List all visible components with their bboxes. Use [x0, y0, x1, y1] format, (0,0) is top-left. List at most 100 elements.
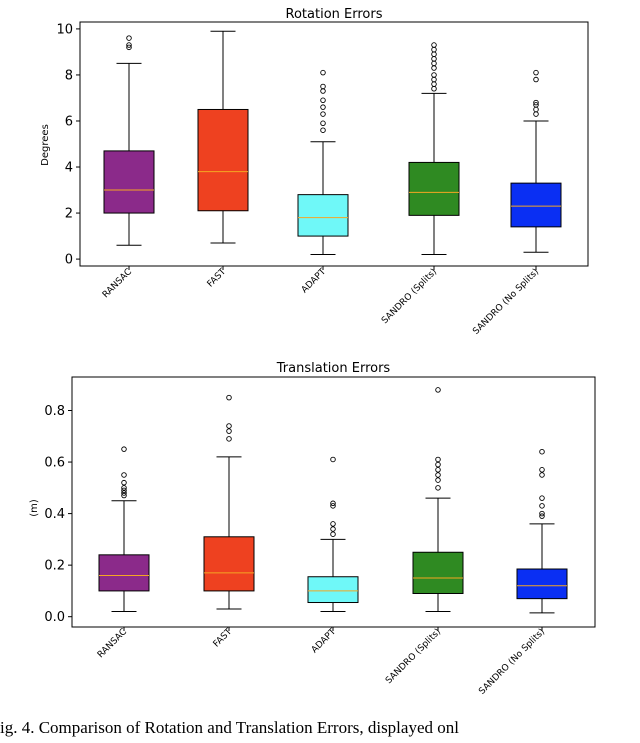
y-tick-label: 0.0	[44, 610, 65, 625]
chart-title: Translation Errors	[276, 361, 391, 376]
iqr-box	[98, 554, 150, 592]
iqr-box	[103, 150, 155, 214]
outlier-point	[435, 461, 441, 468]
iqr-box	[412, 551, 464, 594]
y-axis-label: Degrees	[40, 124, 51, 166]
outlier-point	[330, 503, 336, 509]
y-tick-label: 6	[65, 114, 73, 129]
outlier-point	[431, 86, 437, 92]
outlier-point	[320, 83, 326, 90]
outlier-point	[226, 436, 232, 442]
chart-title: Rotation Errors	[286, 7, 383, 22]
x-tick-label: FAST	[212, 627, 235, 650]
box-sandro-splits	[408, 42, 460, 255]
x-tick-label: RANSAC	[96, 627, 129, 660]
outlier-point	[431, 42, 437, 48]
x-tick-label: ADAPT	[300, 267, 329, 296]
translation-errors-chart: Translation Errors (m) 0.0 0.2 0.4 0.6 0.8 RANS…	[29, 361, 596, 697]
outlier-point	[121, 487, 127, 494]
box-adapt	[297, 69, 349, 255]
outlier-point	[431, 65, 437, 71]
plot-frame	[79, 21, 589, 267]
outlier-point	[121, 485, 127, 491]
outlier-point	[435, 387, 441, 393]
outlier-point	[539, 467, 545, 473]
y-tick-label: 8	[65, 68, 73, 83]
figure-caption: ig. 4. Comparison of Rotation and Transl…	[0, 718, 459, 737]
box-fast	[203, 394, 255, 610]
outlier-point	[539, 448, 545, 455]
box-sandro-splits	[412, 387, 464, 613]
outlier-point	[121, 492, 127, 499]
y-tick-label: 0.2	[44, 559, 65, 574]
y-tick-label: 10	[56, 22, 73, 37]
box-sandro-no-splits	[516, 448, 568, 614]
outlier-point	[320, 97, 326, 104]
outlier-point	[431, 51, 437, 57]
outlier-point	[533, 106, 539, 113]
outlier-point	[431, 56, 437, 62]
outlier-point	[320, 120, 326, 127]
box-sandro-no-splits	[510, 69, 562, 253]
y-tick-label: 2	[65, 207, 73, 222]
outlier-point	[330, 521, 336, 527]
x-tick-label: SANDRO (Splits)	[380, 267, 439, 326]
outlier-point	[533, 102, 539, 108]
outlier-point	[539, 472, 545, 478]
outlier-point	[539, 503, 545, 509]
y-tick-label: 0.6	[44, 456, 65, 471]
outlier-point	[431, 46, 437, 53]
outlier-point	[431, 60, 437, 67]
outlier-point	[435, 467, 441, 473]
outlier-point	[320, 69, 326, 76]
outlier-point	[121, 472, 127, 478]
x-tick-label: SANDRO (No Splits)	[471, 267, 541, 337]
outlier-point	[533, 111, 539, 117]
outlier-point	[533, 76, 539, 83]
outlier-point	[330, 456, 336, 463]
outlier-point	[121, 490, 127, 496]
outlier-point	[539, 495, 545, 501]
outlier-point	[330, 531, 336, 537]
box-ransac	[103, 35, 155, 246]
outlier-point	[320, 111, 326, 117]
outlier-point	[121, 479, 127, 486]
box-fast	[197, 30, 249, 244]
y-axis-label: (m)	[29, 499, 40, 517]
outlier-point	[431, 81, 437, 87]
outlier-point	[435, 485, 441, 491]
rotation-errors-chart: Rotation Errors Degrees 0 2 4 6 8 10 RANSAC FAST A…	[40, 7, 589, 337]
outlier-point	[435, 456, 441, 463]
x-tick-label: RANSAC	[101, 267, 134, 300]
iqr-box	[510, 182, 562, 228]
outlier-point	[126, 44, 132, 51]
iqr-box	[197, 108, 249, 212]
x-tick-label: SANDRO (Splits)	[384, 627, 443, 686]
iqr-box	[307, 576, 359, 604]
outlier-point	[226, 428, 232, 434]
outlier-point	[435, 472, 441, 478]
outlier-point	[539, 510, 545, 517]
outlier-point	[126, 35, 132, 41]
outlier-point	[330, 500, 336, 507]
box-ransac	[98, 446, 150, 613]
outlier-point	[533, 99, 539, 106]
outlier-point	[121, 446, 127, 452]
outlier-point	[226, 423, 232, 429]
iqr-box	[203, 536, 255, 592]
iqr-box	[516, 568, 568, 600]
x-tick-label: FAST	[206, 267, 229, 290]
y-tick-label: 4	[65, 161, 73, 176]
iqr-box	[297, 194, 349, 237]
outlier-point	[533, 69, 539, 76]
outlier-point	[435, 477, 441, 483]
outlier-point	[431, 72, 437, 78]
x-tick-label: ADAPT	[310, 627, 339, 656]
outlier-point	[431, 76, 437, 83]
outlier-point	[226, 394, 232, 401]
box-adapt	[307, 456, 359, 613]
outlier-point	[320, 127, 326, 133]
iqr-box	[408, 161, 460, 216]
outlier-point	[320, 104, 326, 110]
outlier-point	[539, 513, 545, 519]
